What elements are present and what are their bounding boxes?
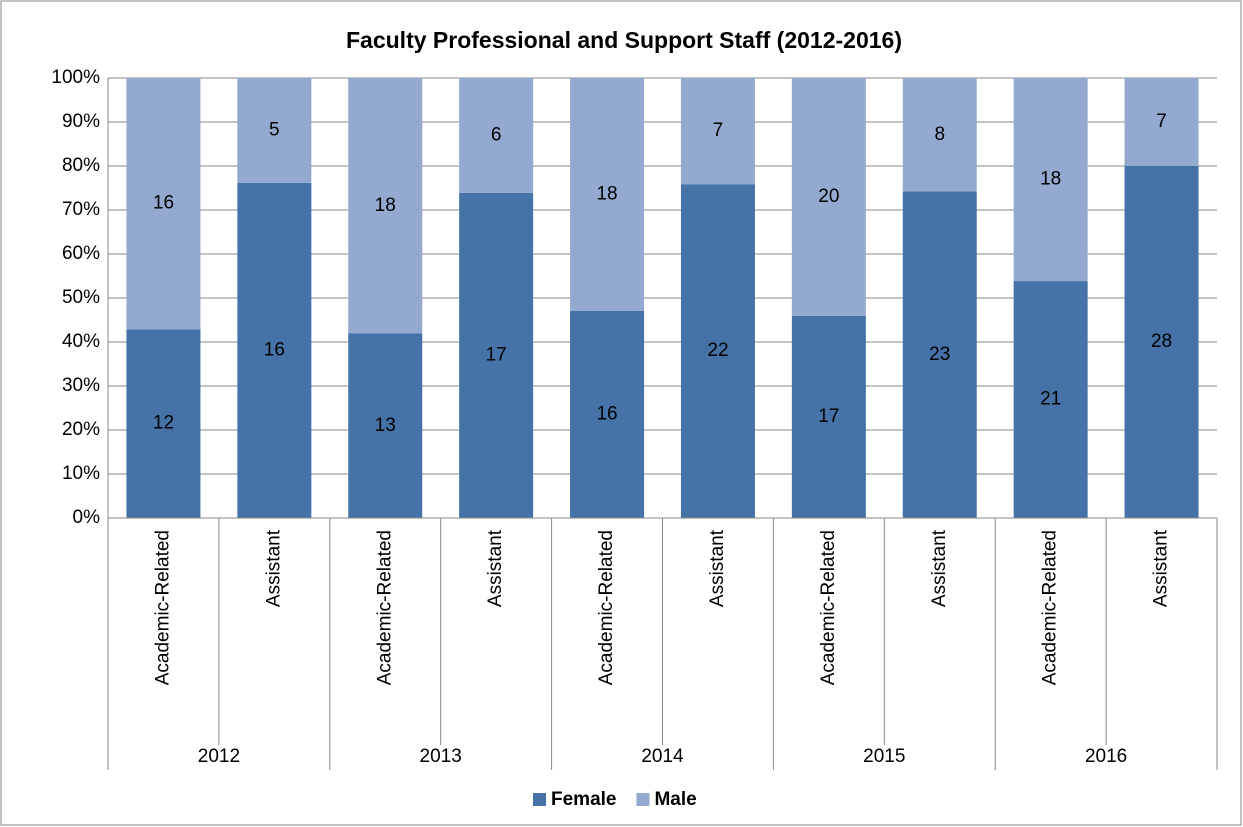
bar-segment <box>126 329 201 518</box>
y-tick-label: 20% <box>62 419 100 440</box>
y-tick-label: 50% <box>62 287 100 308</box>
group-label: 2016 <box>1085 746 1127 767</box>
bar-segment <box>791 315 866 518</box>
data-label: 6 <box>491 124 502 145</box>
data-label: 7 <box>1156 111 1167 132</box>
data-label: 23 <box>929 344 950 365</box>
bar-segment <box>459 78 534 193</box>
y-tick-label: 80% <box>62 155 100 176</box>
data-label: 17 <box>486 344 507 365</box>
x-tick-label: Academic-Related <box>1040 530 1061 685</box>
y-tick-label: 10% <box>62 463 100 484</box>
data-label: 13 <box>375 415 396 436</box>
group-label: 2015 <box>863 746 905 767</box>
data-label: 18 <box>596 183 617 204</box>
x-tick-label: Assistant <box>929 529 950 607</box>
data-label: 12 <box>153 413 174 434</box>
bar-segment <box>902 78 977 192</box>
x-tick-label: Academic-Related <box>596 530 617 685</box>
data-label: 16 <box>153 193 174 214</box>
y-tick-label: 100% <box>51 67 100 88</box>
bar-segment <box>348 333 423 518</box>
data-label: 5 <box>269 119 280 140</box>
bar-segment <box>348 78 423 334</box>
legend-swatch <box>533 793 546 806</box>
x-tick-label: Academic-Related <box>818 530 839 685</box>
bar-segment <box>237 78 312 183</box>
bar-segment <box>1124 166 1199 518</box>
y-tick-label: 60% <box>62 243 100 264</box>
x-tick-label: Assistant <box>707 529 728 607</box>
bar-segment <box>126 78 201 330</box>
data-label: 18 <box>375 195 396 216</box>
x-tick-label: Academic-Related <box>152 530 173 685</box>
y-tick-label: 40% <box>62 331 100 352</box>
bar-segment <box>459 192 534 519</box>
data-label: 21 <box>1040 389 1061 410</box>
bar-segment <box>680 78 755 185</box>
data-label: 20 <box>818 186 839 207</box>
bar-segment <box>1124 78 1199 166</box>
x-tick-label: Academic-Related <box>374 530 395 685</box>
y-tick-label: 70% <box>62 199 100 220</box>
bar-segment <box>570 78 645 311</box>
legend-swatch <box>636 793 650 806</box>
x-tick-label: Assistant <box>1151 529 1172 607</box>
data-label: 16 <box>596 403 617 424</box>
x-tick-label: Assistant <box>485 529 506 607</box>
bar-segment <box>1013 281 1088 518</box>
legend-label: Male <box>654 789 696 810</box>
legend-label: Female <box>551 789 616 810</box>
data-label: 18 <box>1040 169 1061 190</box>
data-label: 22 <box>707 340 728 361</box>
y-tick-label: 0% <box>73 507 101 528</box>
group-label: 2014 <box>641 746 684 767</box>
data-label: 17 <box>818 406 839 427</box>
bar-segment <box>902 191 977 518</box>
y-tick-label: 90% <box>62 111 100 132</box>
data-label: 8 <box>934 124 945 145</box>
bar-segment <box>680 184 755 518</box>
x-tick-label: Assistant <box>263 529 284 607</box>
bar-segment <box>237 182 312 518</box>
bar-segment <box>1013 78 1088 282</box>
data-label: 7 <box>713 120 724 141</box>
data-label: 28 <box>1151 331 1172 352</box>
group-label: 2013 <box>420 746 462 767</box>
group-label: 2012 <box>198 746 240 767</box>
data-label: 16 <box>264 339 285 360</box>
bar-segment <box>570 310 645 518</box>
bar-segment <box>791 78 866 316</box>
chart-title: Faculty Professional and Support Staff (… <box>346 27 902 53</box>
y-tick-label: 30% <box>62 375 100 396</box>
